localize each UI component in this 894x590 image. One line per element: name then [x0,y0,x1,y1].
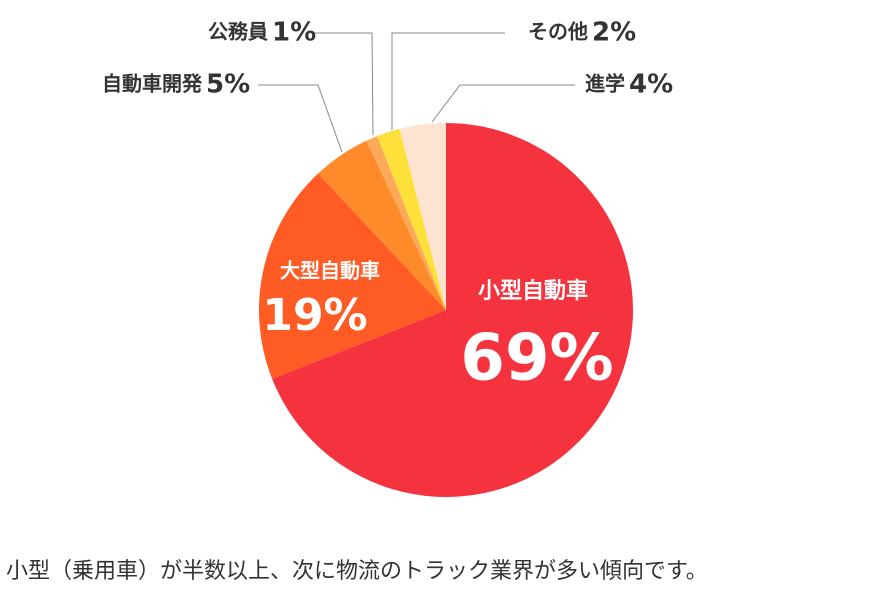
pie-slice [259,173,446,379]
slice-label: 公務員 [208,20,268,44]
pie-slice [366,136,446,310]
value-label: 5% [206,70,250,100]
leader-line [258,84,343,153]
caption: 小型（乗用車）が半数以上、次に物流のトラック業界が多い傾向です。 [6,559,708,584]
leader-line [431,84,575,123]
value-label: 1% [272,18,316,48]
value-label: 69% [460,322,613,396]
leader-line [310,32,374,136]
pie-slice [272,123,633,497]
leader-line [391,32,505,130]
pie-slice [317,140,446,310]
pie-slice [399,123,446,310]
value-label: 4% [629,70,673,100]
slice-label: 進学 [585,72,625,96]
pie-slice [377,128,446,310]
slice-label: 小型自動車 [478,278,588,304]
slice-label: 自動車開発 [102,72,203,96]
value-label: 19% [262,290,367,341]
slice-label: 大型自動車 [280,259,380,283]
slice-label: その他 [528,20,588,44]
value-label: 2% [592,18,636,48]
